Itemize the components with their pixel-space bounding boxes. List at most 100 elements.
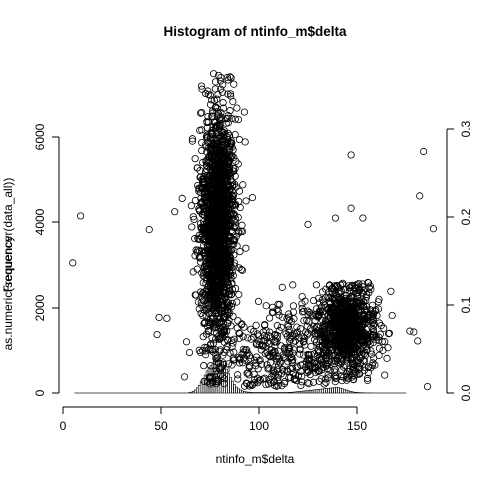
scatter-point (293, 328, 302, 336)
scatter-point (264, 365, 272, 373)
scatter-point (278, 365, 287, 374)
scatter-point (211, 183, 219, 191)
scatter-point (210, 152, 218, 160)
scatter-point (284, 358, 292, 366)
scatter-point (358, 335, 366, 344)
scatter-point (330, 297, 339, 305)
x-tick-label-0: 0 (60, 419, 67, 433)
scatter-point (203, 118, 211, 126)
scatter-point (348, 282, 356, 290)
scatter-point (347, 354, 355, 362)
scatter-point (322, 375, 330, 383)
scatter-point (198, 139, 206, 147)
scatter-point (272, 355, 281, 363)
scatter-point (314, 312, 323, 320)
scatter-point (317, 329, 325, 337)
scatter-point (200, 377, 208, 385)
scatter-point (235, 227, 243, 236)
scatter-point (289, 302, 298, 310)
scatter-point (333, 336, 341, 344)
scatter-point (321, 339, 329, 347)
scatter-point (188, 137, 197, 145)
scatter-point (197, 82, 206, 90)
scatter-point (255, 332, 263, 340)
scatter-point (219, 81, 227, 89)
scatter-point (343, 352, 351, 360)
scatter-point (350, 312, 358, 320)
scatter-point (285, 344, 294, 352)
scatter-point (269, 367, 277, 375)
scatter-point (231, 221, 240, 230)
chart-title: Histogram of ntinfo_m$delta (163, 24, 347, 39)
scatter-point (299, 351, 308, 359)
scatter-point (364, 335, 372, 343)
scatter-point (330, 304, 338, 313)
scatter-point (326, 337, 335, 345)
scatter-point (153, 330, 161, 339)
scatter-point (350, 329, 359, 337)
scatter-point (195, 305, 203, 313)
scatter-point (202, 196, 210, 204)
scatter-point (322, 336, 331, 345)
scatter-point (212, 140, 220, 148)
scatter-point (231, 131, 239, 139)
scatter-point (296, 340, 304, 348)
scatter-point (218, 190, 226, 198)
scatter-point (210, 306, 218, 314)
scatter-point (368, 324, 376, 332)
scatter-point (310, 336, 319, 344)
scatter-point (304, 220, 312, 229)
scatter-point (285, 325, 293, 333)
y-left-tick-label-6000: 6000 (33, 123, 47, 150)
scatter-point (356, 364, 364, 372)
scatter-point (224, 129, 232, 137)
x-tick-label-150: 150 (347, 419, 367, 433)
scatter-point (387, 287, 395, 295)
scatter-point (355, 370, 364, 378)
scatter-point (218, 372, 226, 380)
scatter-point (414, 337, 422, 345)
scatter-point (355, 369, 363, 378)
scatter-point (248, 193, 257, 202)
scatter-point (189, 213, 197, 221)
scatter-point (365, 283, 373, 292)
scatter-point (212, 193, 220, 201)
scatter-point (285, 316, 294, 325)
scatter-point (225, 163, 233, 171)
scatter-point (211, 204, 219, 213)
scatter-point (305, 318, 313, 326)
scatter-point (299, 333, 307, 341)
scatter-point (340, 361, 349, 370)
scatter-point (337, 372, 345, 381)
scatter-point (259, 342, 267, 350)
scatter-point (276, 359, 284, 367)
scatter-point (212, 243, 220, 251)
scatter-point (323, 309, 331, 317)
scatter-point (244, 334, 252, 342)
scatter-point (211, 78, 220, 86)
scatter-point (171, 208, 179, 216)
scatter-point (297, 381, 305, 389)
scatter-point (219, 195, 227, 203)
scatter-point (187, 202, 195, 210)
scatter-point (213, 201, 221, 209)
scatter-point (266, 332, 274, 341)
scatter-point (290, 315, 298, 323)
scatter-point (204, 112, 212, 121)
scatter-point (359, 214, 367, 222)
x-axis-label: ntinfo_m$delta (216, 452, 295, 466)
scatter-point (202, 330, 211, 338)
scatter-point (231, 115, 239, 123)
scatter-point (259, 328, 267, 336)
scatter-point (211, 323, 220, 331)
scatter-point (221, 290, 229, 298)
scatter-point (351, 338, 359, 346)
scatter-point (349, 366, 357, 374)
scatter-point (344, 374, 353, 383)
scatter-point (233, 324, 241, 332)
scatter-point (363, 290, 371, 299)
scatter-point (313, 329, 321, 337)
scatter-point (355, 283, 363, 291)
scatter-point (234, 375, 242, 383)
